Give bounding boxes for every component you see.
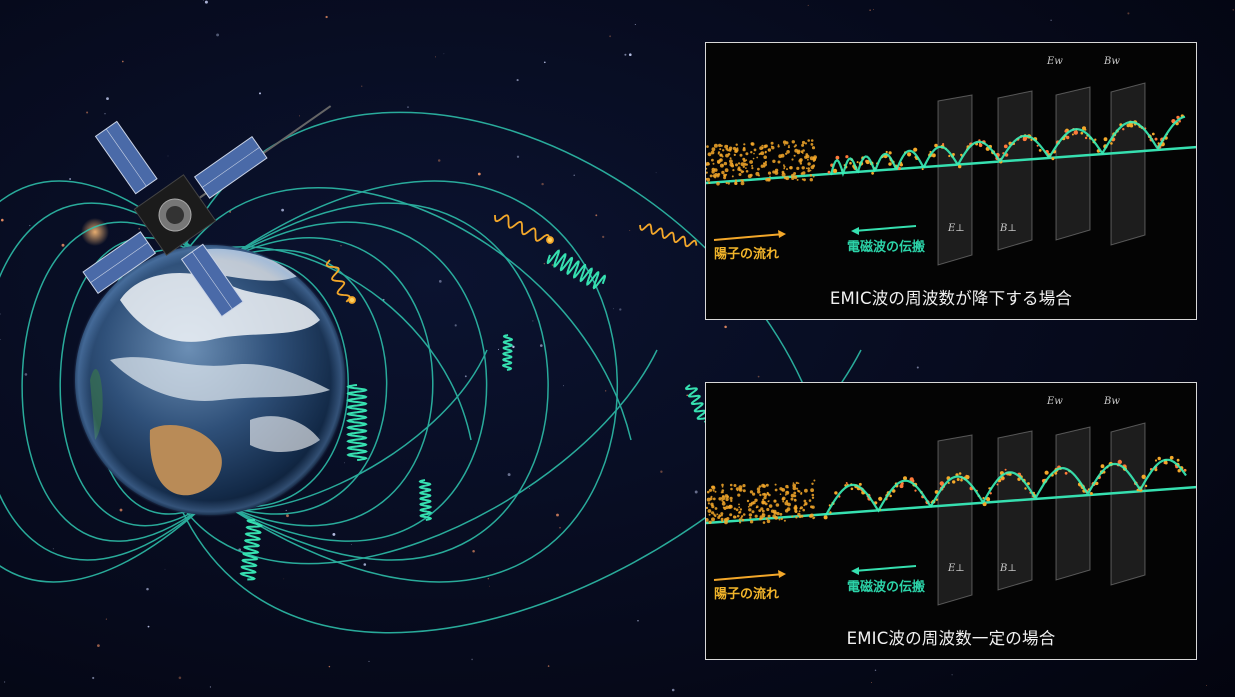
wave-propagation-label: 電磁波の伝搬 <box>847 580 926 595</box>
panel-caption: EMIC波の周波数一定の場合 <box>846 629 1056 648</box>
wave-visualization <box>706 422 1196 606</box>
axis-label: Ew <box>1047 56 1063 67</box>
satellite-icon <box>82 105 332 318</box>
axis-label: Bw <box>1104 396 1120 407</box>
axis-label: B⊥ <box>1000 223 1017 234</box>
earth-icon <box>73 243 347 517</box>
axis-label: E⊥ <box>948 223 965 234</box>
axis-label: Bw <box>1104 56 1120 67</box>
proton-flow-label: 陽子の流れ <box>714 247 780 262</box>
axis-label: B⊥ <box>1000 563 1017 574</box>
panel-frequency-falling: 陽子の流れ 電磁波の伝搬 Ew Bw E⊥ B⊥ EMIC波の周波数が降下する場… <box>705 42 1197 320</box>
axis-label: E⊥ <box>948 563 965 574</box>
panel-frequency-constant: 陽子の流れ 電磁波の伝搬 Ew Bw E⊥ B⊥ EMIC波の周波数一定の場合 <box>705 382 1197 660</box>
panel-caption: EMIC波の周波数が降下する場合 <box>829 289 1073 308</box>
wave-visualization <box>706 82 1196 266</box>
axis-label: Ew <box>1047 396 1063 407</box>
proton-flow-label: 陽子の流れ <box>714 587 780 602</box>
wave-propagation-label: 電磁波の伝搬 <box>847 240 926 255</box>
